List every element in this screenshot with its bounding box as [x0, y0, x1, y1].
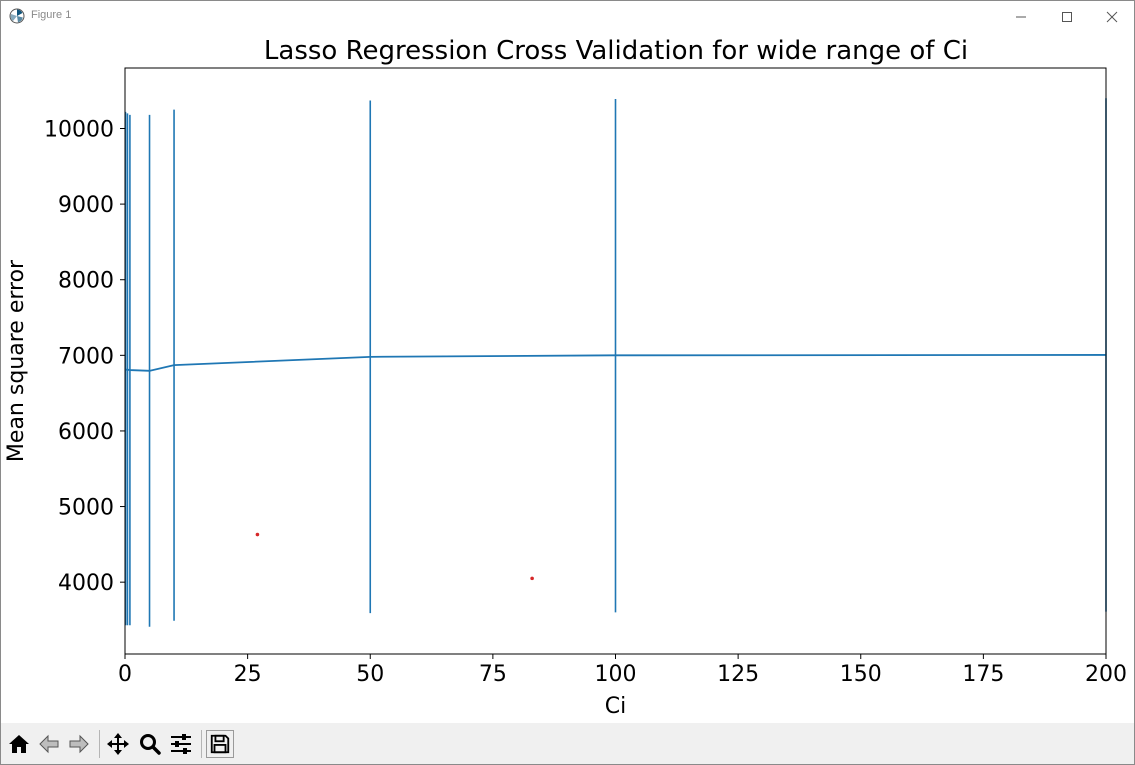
y-tick-label: 6000 [58, 420, 114, 445]
x-tick-label: 150 [840, 662, 882, 687]
matplotlib-logo-icon [9, 8, 25, 24]
sliders-icon [171, 734, 191, 754]
navigation-toolbar [1, 723, 1134, 764]
magnifier-icon [140, 734, 161, 755]
pan-button[interactable] [104, 730, 132, 758]
home-button[interactable] [5, 730, 33, 758]
title-bar: Figure 1 [1, 1, 1134, 32]
y-tick-label: 5000 [58, 496, 114, 521]
arrow-left-icon [39, 734, 59, 754]
data-point [530, 576, 534, 581]
toolbar-separator [99, 730, 100, 758]
y-tick-label: 4000 [58, 571, 114, 596]
close-button[interactable] [1089, 1, 1134, 32]
minimize-button[interactable] [998, 1, 1044, 32]
figure-canvas[interactable]: Lasso Regression Cross Validation for wi… [1, 32, 1134, 723]
chart-title: Lasso Regression Cross Validation for wi… [264, 36, 968, 66]
chart: Lasso Regression Cross Validation for wi… [4, 36, 1127, 719]
back-button[interactable] [35, 730, 63, 758]
x-tick-label: 25 [234, 662, 262, 687]
floppy-icon [210, 734, 230, 754]
x-tick-label: 200 [1085, 662, 1127, 687]
close-icon [1106, 11, 1118, 22]
forward-button[interactable] [65, 730, 93, 758]
home-icon [9, 735, 29, 753]
save-button[interactable] [206, 730, 234, 758]
y-tick-label: 7000 [58, 344, 114, 369]
zoom-button[interactable] [136, 730, 164, 758]
x-tick-label: 100 [595, 662, 637, 687]
x-tick-label: 175 [962, 662, 1004, 687]
y-tick-label: 10000 [44, 117, 114, 142]
x-tick-label: 75 [479, 662, 507, 687]
maximize-icon [1062, 11, 1072, 22]
toolbar-separator [201, 730, 202, 758]
series-line [125, 354, 1107, 372]
y-axis-label: Mean square error [4, 259, 29, 462]
window-title: Figure 1 [31, 9, 72, 21]
data-point [255, 532, 260, 537]
x-axis-label: Ci [605, 694, 626, 719]
x-tick-label: 50 [356, 662, 384, 687]
move-icon [107, 733, 129, 755]
y-tick-label: 8000 [58, 269, 114, 294]
maximize-button[interactable] [1044, 1, 1090, 32]
minimize-icon [1016, 16, 1026, 17]
x-tick-label: 0 [118, 662, 132, 687]
arrow-right-icon [69, 734, 89, 754]
configure-subplots-button[interactable] [167, 730, 195, 758]
x-tick-label: 125 [717, 662, 759, 687]
y-tick-label: 9000 [58, 193, 114, 218]
